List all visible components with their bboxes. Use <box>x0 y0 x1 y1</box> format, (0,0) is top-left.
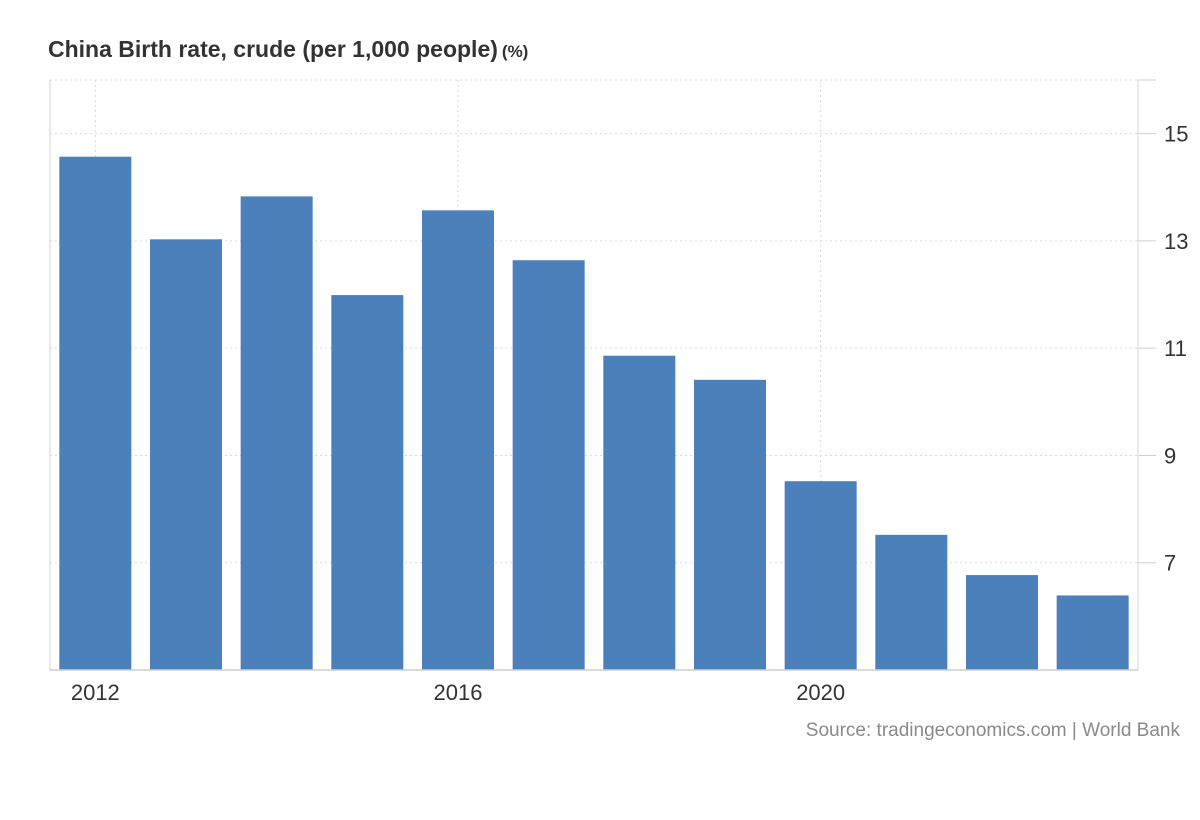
y-axis-tick-labels: 7 9 11 13 15 <box>1164 122 1188 576</box>
bar-2018 <box>603 355 676 670</box>
source-credit: Source: tradingeconomics.com | World Ban… <box>805 720 1180 741</box>
bar-2019 <box>694 379 766 670</box>
bar-2017 <box>512 260 585 670</box>
y-tick-label: 15 <box>1164 122 1188 147</box>
chart-title-text: China Birth rate, crude (per 1,000 peopl… <box>48 36 498 62</box>
bar-2013 <box>150 239 222 671</box>
x-axis-tick-labels: 2012 2016 2020 <box>71 680 845 705</box>
bar-2012 <box>59 156 132 670</box>
axes <box>49 79 1156 671</box>
y-tick-label: 9 <box>1164 443 1176 468</box>
bar-2021 <box>875 534 948 670</box>
bar-2016 <box>422 210 494 670</box>
x-tick-label: 2020 <box>796 680 845 705</box>
bar-2020 <box>784 481 857 670</box>
bar-2023 <box>1056 595 1129 670</box>
bar-2015 <box>331 295 404 670</box>
x-tick-label: 2016 <box>434 680 483 705</box>
y-tick-label: 11 <box>1164 336 1187 361</box>
bars <box>59 156 1129 671</box>
chart-title: China Birth rate, crude (per 1,000 peopl… <box>48 36 528 63</box>
y-tick-label: 13 <box>1164 229 1188 254</box>
bar-2014 <box>240 196 313 670</box>
y-tick-label: 7 <box>1164 551 1176 576</box>
chart-unit: (%) <box>501 42 529 61</box>
x-tick-label: 2012 <box>71 680 120 705</box>
bar-2022 <box>966 575 1038 670</box>
